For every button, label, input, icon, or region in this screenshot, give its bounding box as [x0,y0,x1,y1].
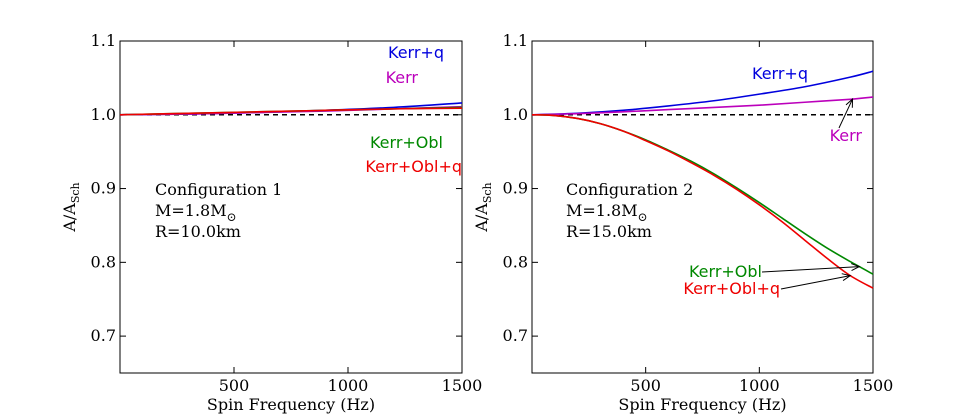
y-tick-label: 1.0 [91,105,116,124]
x-tick-label: 1500 [442,376,483,395]
series-line-kerr [531,96,874,116]
x-tick-label: 1500 [853,376,894,395]
annotation-arrow-line [780,275,851,290]
chart-panel-configuration-1: 0.7 0.8 0.9 1.0 1.1 500 1000 1500 Spin Frequency… [60,31,482,414]
x-axis-label: Spin Frequency (Hz) [618,395,786,414]
solar-mass-symbol: ⊙ [638,210,648,224]
x-tick-label: 500 [219,376,250,395]
y-tick-label: 0.7 [91,326,116,345]
series-label-kerr-obl-q: Kerr+Obl+q [365,157,462,176]
series-line-kerr-obl-q [531,113,874,289]
plot-frame [119,40,463,374]
series-label-kerr-q: Kerr+q [388,43,444,62]
y-tick-label: 0.7 [503,326,528,345]
series-label-kerr-q: Kerr+q [752,64,808,83]
y-tick-label: 1.0 [503,105,528,124]
y-axis-label: A/ASch [472,182,494,232]
x-tick-label: 1000 [739,376,780,395]
config-text-line: M=1.8M⊙ [155,201,237,224]
config-text-line: M=1.8M⊙ [566,201,648,224]
annotation-arrow-line [838,98,853,129]
y-tick-label: 1.1 [91,31,116,50]
x-tick-label: 1000 [328,376,369,395]
x-tick-label: 500 [630,376,661,395]
annotation-arrow-line [761,266,860,273]
series-label-kerr: Kerr [386,68,419,87]
config-text-line: Configuration 2 [566,180,693,199]
series-label-kerr-obl: Kerr+Obl [370,133,443,152]
annotation-arrow-head [845,97,854,108]
series-label-kerr-obl-q: Kerr+Obl+q [683,279,780,298]
y-tick-label: 0.9 [91,179,116,198]
y-tick-label: 0.8 [91,252,116,271]
y-tick-label: 1.1 [503,31,528,50]
solar-mass-symbol: ⊙ [227,210,237,224]
config-text-line: R=15.0km [566,222,652,241]
plot-frame [531,40,874,374]
y-tick-label: 0.9 [503,179,528,198]
series-label-kerr: Kerr [830,126,863,145]
series-label-kerr-obl: Kerr+Obl [689,262,762,281]
annotation-arrow-head [841,273,852,281]
y-tick-label: 0.8 [503,252,528,271]
config-text-line: Configuration 1 [155,180,282,199]
x-axis-label: Spin Frequency (Hz) [207,395,375,414]
y-axis-label: A/ASch [60,182,82,232]
annotation-arrow-head [851,263,861,271]
series-line-kerr-obl-q [119,107,463,116]
config-text-line: R=10.0km [155,222,241,241]
chart-panel-configuration-2: 0.7 0.8 0.9 1.0 1.1 500 1000 1500 Spin Frequency… [472,31,893,414]
